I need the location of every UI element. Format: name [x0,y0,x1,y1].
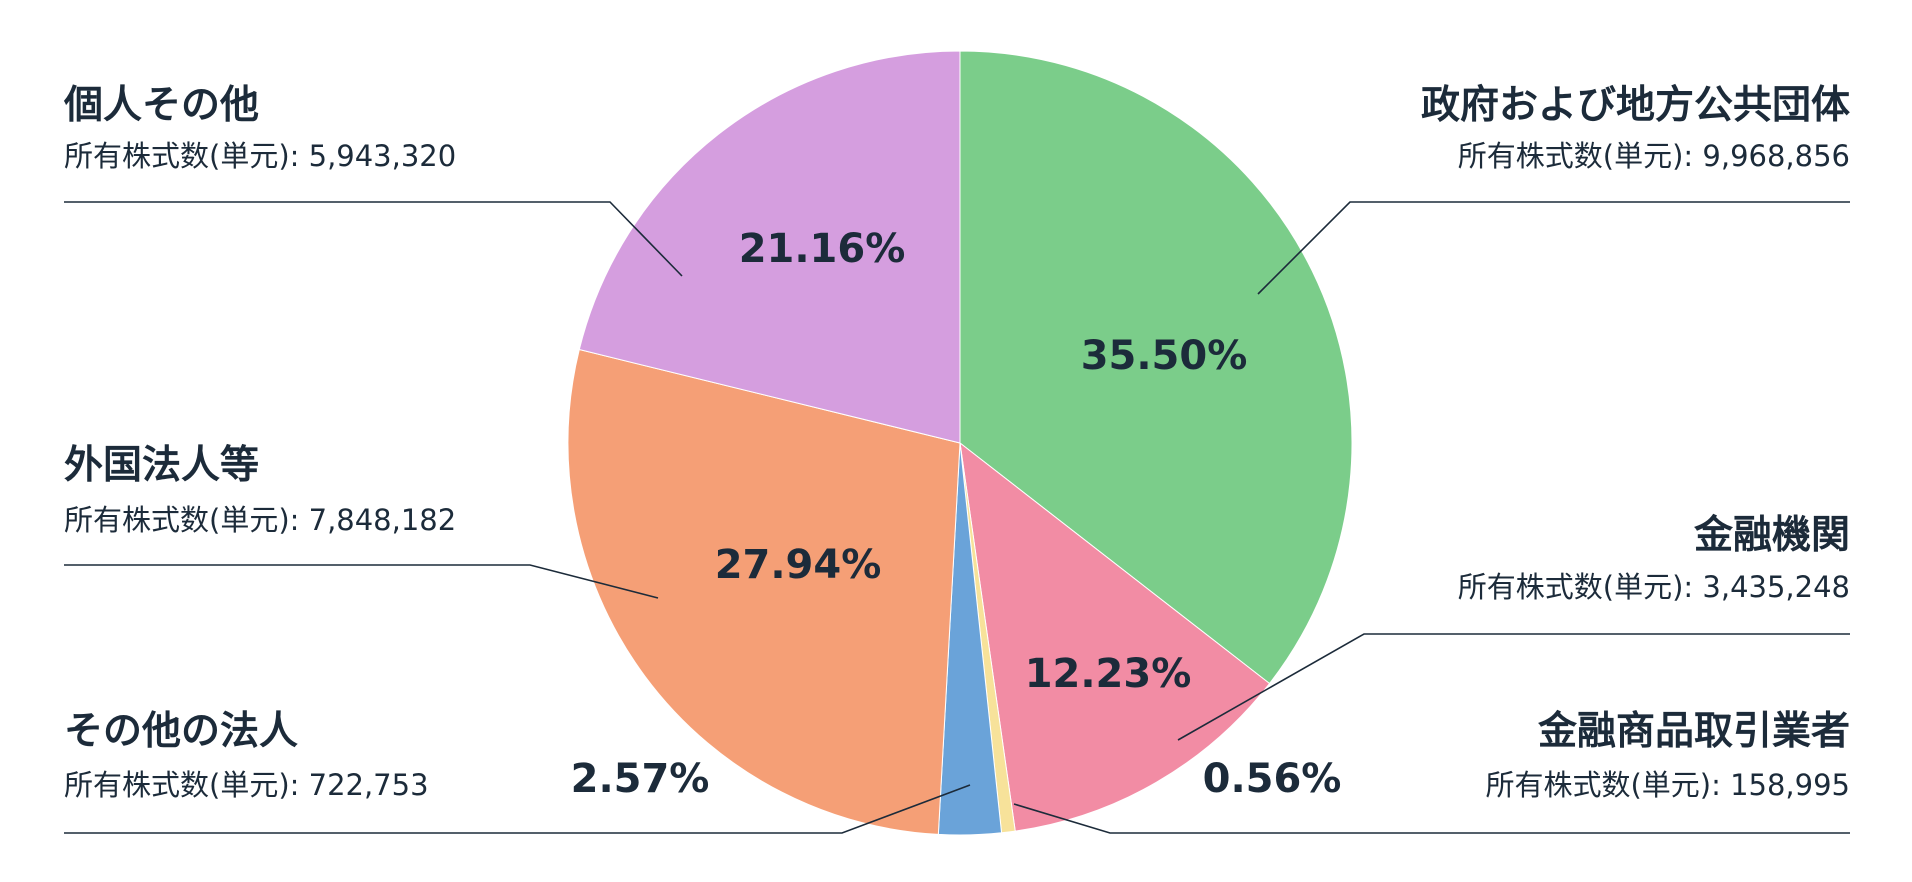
category-name-2: 金融商品取引業者 [1537,709,1850,754]
leader-line-2 [1013,803,1850,834]
leader-line-5 [64,201,683,277]
category-shares-2: 所有株式数(単元): 158,995 [1485,768,1850,802]
leader-line-3 [64,784,971,834]
category-name-3: その他の法人 [64,709,298,754]
percent-label-0: 35.50% [1081,333,1248,379]
leader-lines [64,201,1850,834]
leader-line-4 [64,564,659,599]
category-name-5: 個人その他 [63,83,259,128]
leader-line-1 [1177,633,1850,741]
pie-slice-1 [959,441,1271,832]
category-name-1: 金融機関 [1693,513,1850,558]
percent-label-1: 12.23% [1025,651,1192,697]
category-shares-0: 所有株式数(単元): 9,968,856 [1458,139,1850,173]
percent-label-3: 2.57% [571,756,710,802]
percent-label-4: 27.94% [715,542,882,588]
category-shares-3: 所有株式数(単元): 722,753 [64,768,429,802]
category-shares-4: 所有株式数(単元): 7,848,182 [64,503,456,537]
leader-line-0 [1257,201,1850,295]
category-name-0: 政府および地方公共団体 [1421,83,1850,128]
category-shares-1: 所有株式数(単元): 3,435,248 [1458,570,1850,604]
pie-slice-5 [578,50,961,444]
category-shares-5: 所有株式数(単元): 5,943,320 [64,139,456,173]
pie-slice-0 [959,50,1353,685]
pie-slice-4 [567,348,961,835]
pie-slices [567,50,1353,836]
percent-label-5: 21.16% [739,226,906,272]
category-name-4: 外国法人等 [64,443,259,488]
percent-label-2: 0.56% [1203,756,1342,802]
